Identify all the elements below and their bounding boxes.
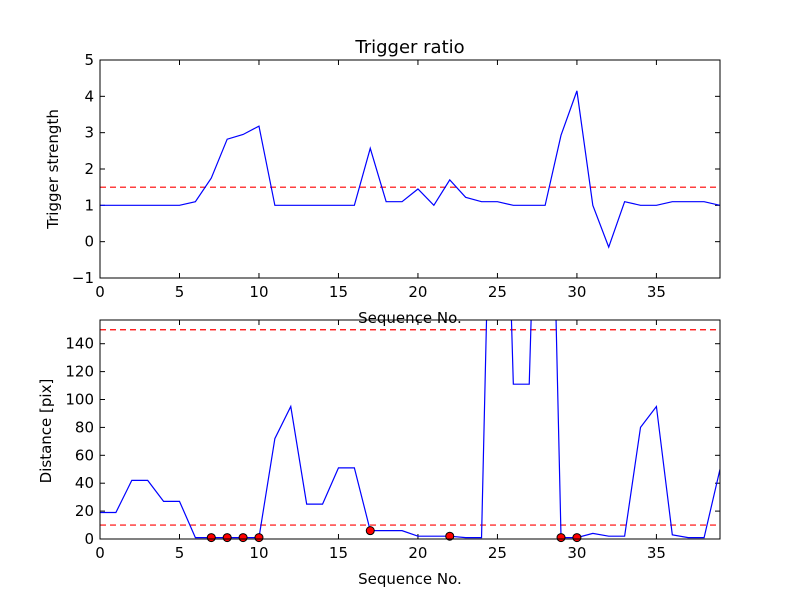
bottom-y-tick-label: 40 xyxy=(75,474,94,492)
top-x-tick-label: 5 xyxy=(175,283,185,301)
top-plot-title: Trigger ratio xyxy=(354,37,464,58)
bottom-y-tick-label: 80 xyxy=(75,418,94,436)
bottom-x-axis-label: Sequence No. xyxy=(358,570,462,588)
top-y-tick-label: 2 xyxy=(84,160,94,178)
bottom-axes-frame xyxy=(99,319,721,540)
bottom-x-tick-label: 20 xyxy=(408,544,427,562)
top-y-tick-label: 5 xyxy=(84,51,94,69)
top-y-tick-label: 0 xyxy=(84,233,94,251)
distance-plot: 0 5 10 15 20 25 30 35 0 20 40 60 80 100 120 140 Sequen… xyxy=(37,319,721,588)
top-x-tick-label: 15 xyxy=(329,283,348,301)
top-axes-frame xyxy=(99,59,721,279)
top-plot-area xyxy=(100,90,720,249)
top-series-line-0 xyxy=(100,90,720,249)
top-y-tick-label: 3 xyxy=(84,124,94,142)
bottom-y-tick-label: 60 xyxy=(75,446,94,464)
bottom-x-tick-label: 15 xyxy=(329,544,348,562)
bottom-x-tick-label: 5 xyxy=(175,544,185,562)
bottom-x-tick-label: 0 xyxy=(95,544,105,562)
bottom-marker-point xyxy=(206,533,216,543)
bottom-x-tick-label: 35 xyxy=(647,544,666,562)
bottom-marker-point xyxy=(222,533,232,543)
bottom-marker-point xyxy=(445,531,455,541)
top-x-tick-label: 25 xyxy=(488,283,507,301)
top-x-ticks: 0 5 10 15 20 25 30 35 xyxy=(95,60,666,301)
bottom-plot-area xyxy=(100,320,720,539)
bottom-y-tick-label: 120 xyxy=(65,363,94,381)
bottom-x-tick-label: 10 xyxy=(249,544,268,562)
bottom-marker-point xyxy=(365,526,375,536)
bottom-x-tick-label: 30 xyxy=(567,544,586,562)
top-x-tick-label: 35 xyxy=(647,283,666,301)
bottom-marker-point xyxy=(254,533,264,543)
bottom-y-tick-label: 20 xyxy=(75,502,94,520)
bottom-y-ticks: 0 20 40 60 80 100 120 140 xyxy=(65,335,720,548)
bottom-y-axis-label: Distance [pix] xyxy=(37,379,55,484)
top-x-tick-label: 20 xyxy=(408,283,427,301)
top-y-tick-label: −1 xyxy=(72,269,94,287)
bottom-marker-point xyxy=(556,533,566,543)
top-x-tick-label: 0 xyxy=(95,283,105,301)
top-y-tick-label: 1 xyxy=(84,196,94,214)
top-y-ticks: −1 0 1 2 3 4 5 xyxy=(72,51,720,287)
bottom-series-line-0 xyxy=(100,320,720,539)
bottom-y-tick-label: 140 xyxy=(65,335,94,353)
bottom-y-tick-label: 0 xyxy=(84,530,94,548)
top-x-tick-label: 10 xyxy=(249,283,268,301)
top-y-tick-label: 4 xyxy=(84,87,94,105)
bottom-x-ticks: 0 5 10 15 20 25 30 35 xyxy=(95,320,666,562)
top-x-axis-label: Sequence No. xyxy=(358,309,462,327)
top-y-axis-label: Trigger strength xyxy=(44,109,62,230)
bottom-y-tick-label: 100 xyxy=(65,391,94,409)
bottom-marker-point xyxy=(572,533,582,543)
bottom-marker-point xyxy=(238,533,248,543)
top-x-tick-label: 30 xyxy=(567,283,586,301)
bottom-x-tick-label: 25 xyxy=(488,544,507,562)
